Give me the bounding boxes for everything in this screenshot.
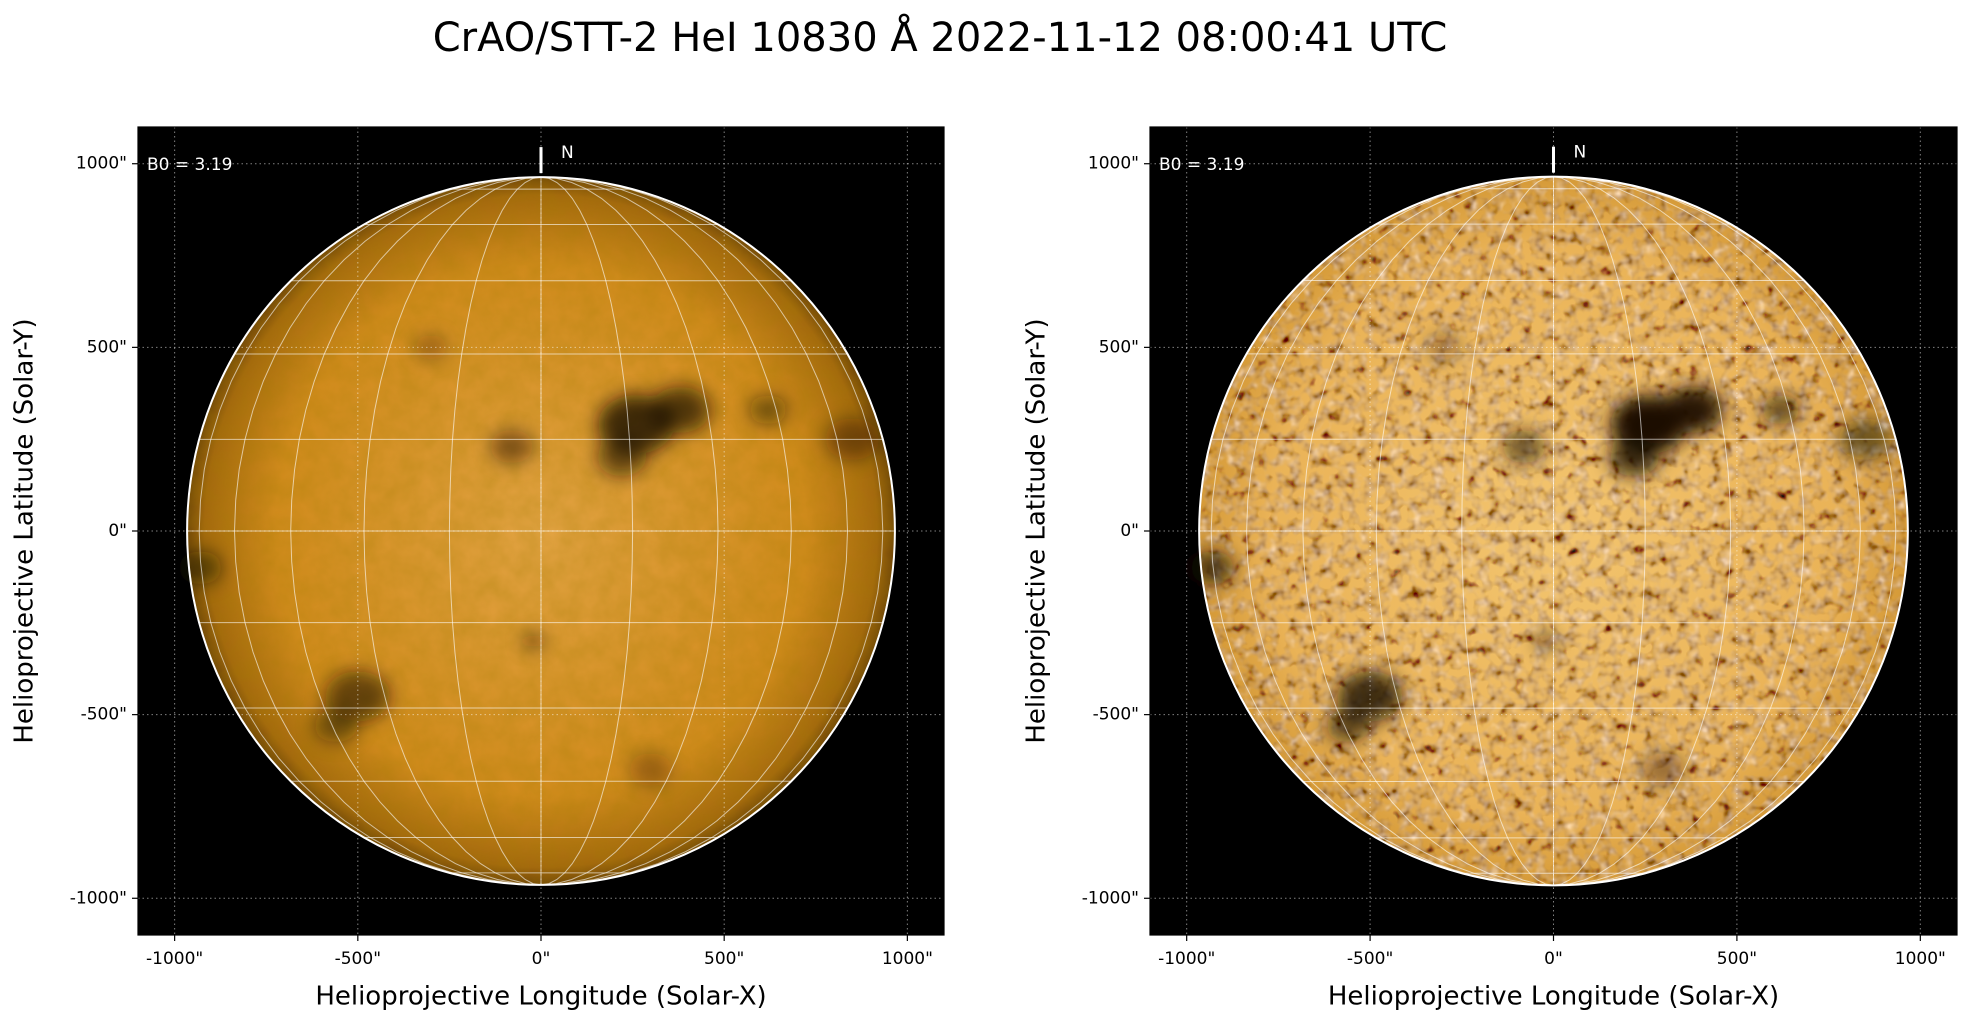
longitude-line bbox=[1553, 176, 1897, 886]
y-tick-label: 1000" bbox=[76, 154, 127, 174]
longitude-line bbox=[1210, 176, 1554, 886]
longitude-line bbox=[1553, 176, 1805, 886]
y-axis-label: Helioprojective Latitude (Solar-Y) bbox=[10, 318, 40, 743]
north-label: N bbox=[561, 143, 574, 163]
annotation: B0 = 3.19 bbox=[1159, 155, 1244, 175]
x-tick-label: 0" bbox=[1544, 949, 1563, 969]
x-tick-label: 500" bbox=[1717, 949, 1757, 969]
longitude-line bbox=[233, 176, 542, 886]
y-tick-label: 1000" bbox=[1088, 154, 1139, 174]
y-tick-label: 0" bbox=[1120, 521, 1139, 541]
x-tick-label: -500" bbox=[335, 949, 381, 969]
dark-feature bbox=[489, 429, 534, 464]
dark-feature bbox=[749, 395, 788, 425]
x-axis-label: Helioprojective Longitude (Solar-X) bbox=[315, 982, 766, 1012]
x-axis-label: Helioprojective Longitude (Solar-X) bbox=[1328, 982, 1779, 1012]
axes-frame bbox=[1149, 126, 1958, 936]
y-tick-label: -500" bbox=[81, 705, 127, 725]
longitude-line bbox=[540, 176, 849, 886]
plot-area: N B0 = 3.19 bbox=[138, 127, 944, 935]
dark-feature bbox=[325, 671, 391, 722]
y-tick-label: -1000" bbox=[1082, 888, 1139, 908]
longitude-line bbox=[540, 176, 719, 886]
dark-feature bbox=[1641, 752, 1686, 787]
panel: N B0 = 3.19 -1000" -500" 0" 500" 1000" -1000" -5… bbox=[1022, 126, 1958, 1012]
x-tick-label: 500" bbox=[704, 949, 744, 969]
y-tick-label: -500" bbox=[1093, 705, 1139, 725]
annotation: B0 = 3.19 bbox=[147, 155, 232, 175]
longitude-line bbox=[1246, 176, 1554, 886]
y-axis-label: Helioprojective Latitude (Solar-Y) bbox=[1022, 318, 1052, 743]
north-label: N bbox=[1574, 143, 1587, 163]
dark-feature bbox=[1502, 429, 1546, 464]
x-tick-label: -1000" bbox=[146, 949, 203, 969]
dark-feature bbox=[1326, 708, 1370, 743]
longitude-line bbox=[290, 176, 542, 886]
dark-feature bbox=[597, 438, 647, 477]
x-tick-label: 0" bbox=[532, 949, 551, 969]
plot-area: N B0 = 3.19 bbox=[1150, 127, 1957, 935]
longitude-line bbox=[1553, 176, 1861, 886]
dark-feature bbox=[523, 633, 544, 649]
dark-feature bbox=[1337, 671, 1403, 722]
dark-feature bbox=[650, 386, 711, 433]
longitude-line bbox=[198, 176, 542, 886]
dark-feature bbox=[1761, 395, 1801, 425]
longitude-line bbox=[1302, 176, 1554, 886]
dark-feature bbox=[629, 752, 673, 787]
y-tick-label: -1000" bbox=[70, 888, 127, 908]
figure-title: CrAO/STT-2 HeI 10830 Å 2022-11-12 08:00:… bbox=[433, 13, 1448, 61]
panel: N B0 = 3.19 -1000" -500" 0" 500" 1000" -1000" -5… bbox=[10, 126, 945, 1012]
y-tick-label: 500" bbox=[87, 337, 127, 357]
x-tick-label: 1000" bbox=[882, 949, 933, 969]
dark-feature bbox=[1662, 386, 1723, 433]
x-tick-label: -1000" bbox=[1158, 949, 1215, 969]
x-tick-label: 1000" bbox=[1895, 949, 1946, 969]
x-tick-label: -500" bbox=[1347, 949, 1393, 969]
dark-feature bbox=[1536, 633, 1556, 649]
dark-feature bbox=[1609, 438, 1659, 477]
longitude-line bbox=[540, 176, 634, 886]
y-tick-label: 0" bbox=[108, 521, 127, 541]
axes-frame bbox=[137, 126, 945, 936]
dark-feature bbox=[313, 708, 358, 743]
y-tick-label: 500" bbox=[1099, 337, 1139, 357]
longitude-line bbox=[540, 176, 884, 886]
